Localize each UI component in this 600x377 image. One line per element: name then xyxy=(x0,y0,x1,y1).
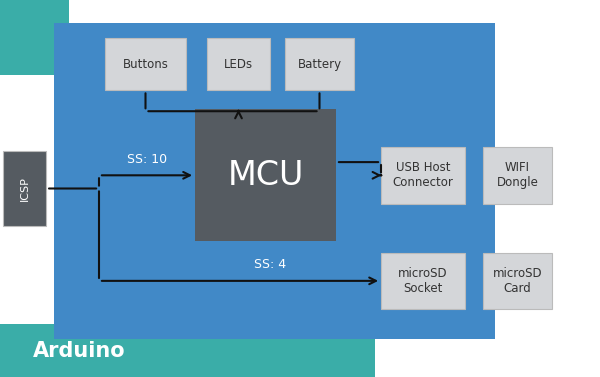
Text: ICSP: ICSP xyxy=(20,176,29,201)
FancyBboxPatch shape xyxy=(0,0,69,75)
Text: LEDs: LEDs xyxy=(224,58,253,70)
FancyBboxPatch shape xyxy=(381,147,465,204)
FancyBboxPatch shape xyxy=(207,38,270,90)
Text: SS: 10: SS: 10 xyxy=(127,153,167,166)
FancyBboxPatch shape xyxy=(105,38,186,90)
Text: microSD
Card: microSD Card xyxy=(493,267,542,295)
FancyBboxPatch shape xyxy=(285,38,354,90)
Text: microSD
Socket: microSD Socket xyxy=(398,267,448,295)
FancyBboxPatch shape xyxy=(195,109,336,241)
FancyBboxPatch shape xyxy=(3,151,46,226)
Text: Arduino: Arduino xyxy=(33,340,125,361)
Text: MCU: MCU xyxy=(227,159,304,192)
FancyBboxPatch shape xyxy=(483,147,552,204)
Text: Battery: Battery xyxy=(298,58,341,70)
FancyBboxPatch shape xyxy=(0,324,375,377)
Text: USB Host
Connector: USB Host Connector xyxy=(392,161,454,189)
FancyBboxPatch shape xyxy=(381,253,465,309)
Text: SS: 4: SS: 4 xyxy=(254,259,286,271)
FancyBboxPatch shape xyxy=(54,23,495,339)
Text: WIFI
Dongle: WIFI Dongle xyxy=(497,161,538,189)
Text: Buttons: Buttons xyxy=(122,58,169,70)
FancyBboxPatch shape xyxy=(483,253,552,309)
